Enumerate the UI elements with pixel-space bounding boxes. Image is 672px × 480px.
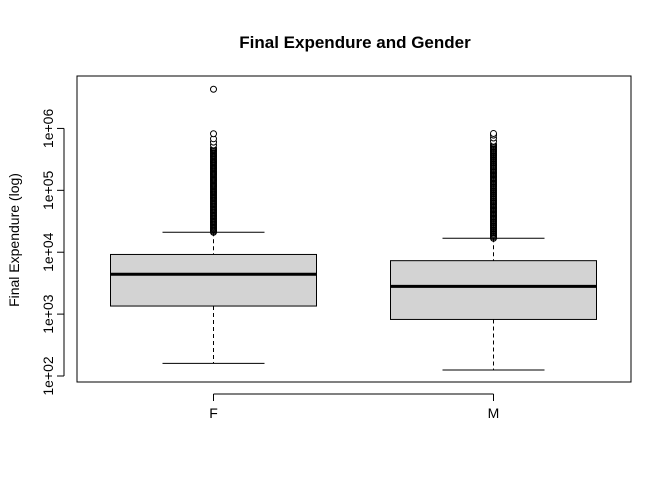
- box-M: [390, 129, 597, 371]
- outlier-point: [210, 130, 217, 138]
- iqr-box: [390, 260, 597, 320]
- y-tick-label: 1e+05: [40, 170, 56, 210]
- y-tick-label: 1e+03: [40, 294, 56, 334]
- box-F: [110, 85, 317, 364]
- y-tick-label: 1e+04: [40, 232, 56, 272]
- chart-marks: 1e+02 1e+03 1e+04 1e+05 1e+06 F M: [40, 85, 597, 421]
- x-tick-label: F: [209, 405, 218, 421]
- plot-frame: [76, 75, 632, 383]
- y-tick-label: 1e+02: [40, 356, 56, 396]
- iqr-box: [110, 253, 317, 307]
- outlier-point: [210, 85, 217, 93]
- y-tick-label: 1e+06: [40, 109, 56, 149]
- chart-title: Final Expendure and Gender: [239, 33, 471, 52]
- x-tick-label: M: [488, 405, 500, 421]
- outlier-point: [490, 129, 497, 137]
- y-axis-label: Final Expendure (log): [6, 173, 22, 307]
